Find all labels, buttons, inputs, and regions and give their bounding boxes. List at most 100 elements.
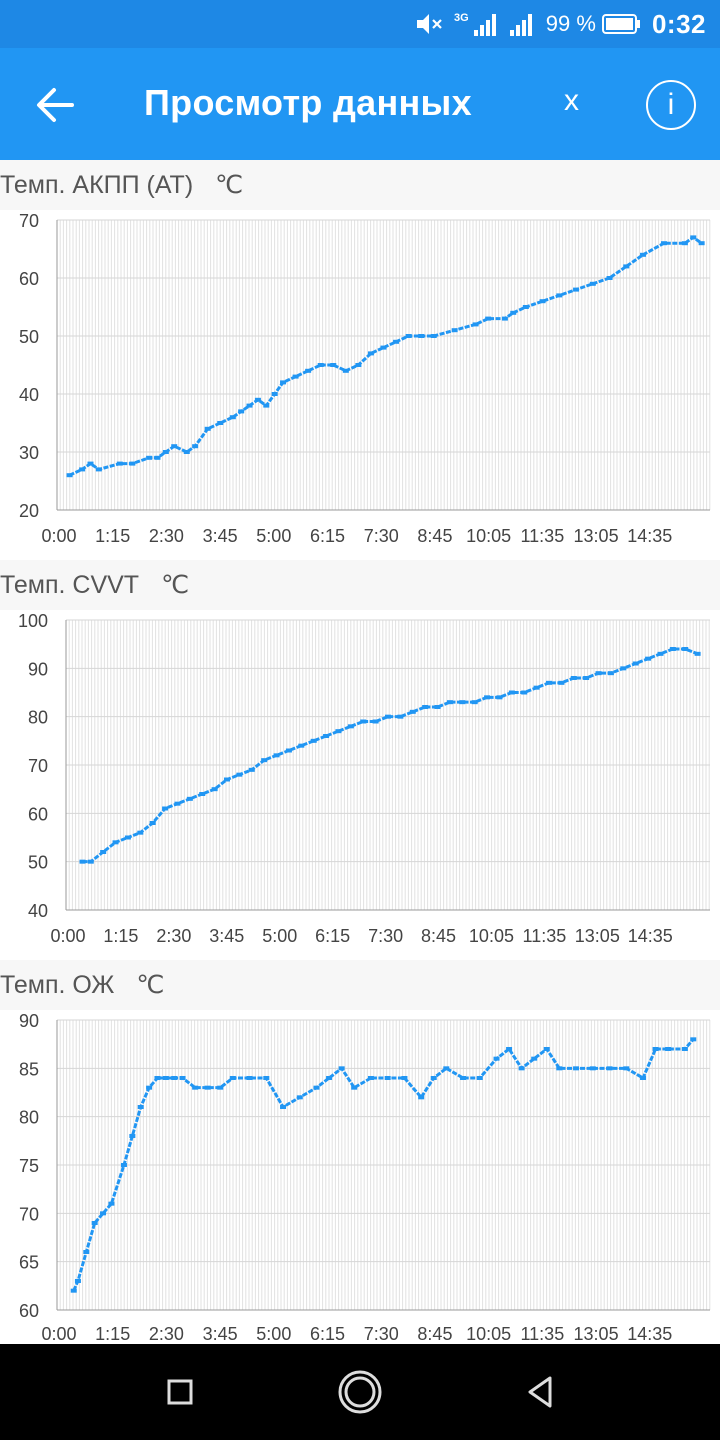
x-tick-label: 14:35 bbox=[627, 1324, 672, 1344]
x-tick-label: 0:00 bbox=[41, 526, 76, 546]
x-tick-label: 14:35 bbox=[627, 526, 672, 546]
data-point bbox=[607, 671, 614, 676]
data-point bbox=[70, 1288, 77, 1293]
x-tick-label: 11:35 bbox=[523, 926, 567, 946]
data-point bbox=[229, 415, 236, 420]
y-tick-label: 50 bbox=[28, 853, 48, 873]
x-tick-label: 2:30 bbox=[156, 926, 191, 946]
data-point bbox=[543, 1047, 550, 1051]
data-point bbox=[217, 1085, 224, 1090]
y-tick-label: 20 bbox=[19, 501, 39, 521]
x-tick-label: 13:05 bbox=[574, 1324, 619, 1344]
data-point bbox=[367, 351, 374, 356]
x-tick-label: 10:05 bbox=[469, 926, 514, 946]
chart-title: Темп. CVVT bbox=[0, 571, 140, 599]
chart-unit: ℃ bbox=[161, 571, 190, 599]
chart-at-temperature: 20 30 40 50 60 70 0:00 1:15 2:30 3:45 5:00 6:15 7:30… bbox=[19, 211, 711, 546]
data-point bbox=[246, 403, 253, 408]
x-tick-label: 7:30 bbox=[368, 926, 403, 946]
data-point bbox=[79, 467, 86, 472]
chart-header-coolant-temp: Темп. ОЖ ℃ bbox=[0, 960, 720, 1010]
data-point bbox=[199, 792, 206, 796]
home-icon[interactable] bbox=[336, 1368, 384, 1416]
data-point bbox=[338, 1066, 345, 1071]
data-point bbox=[583, 676, 590, 680]
data-point bbox=[430, 334, 437, 338]
svg-text:3G: 3G bbox=[454, 12, 469, 24]
data-point bbox=[137, 830, 144, 835]
y-tick-label: 40 bbox=[28, 901, 48, 921]
back-arrow-icon[interactable] bbox=[34, 84, 76, 126]
data-point bbox=[310, 738, 317, 743]
data-point bbox=[430, 1076, 437, 1080]
data-point bbox=[589, 1066, 596, 1071]
data-point bbox=[192, 1085, 199, 1090]
data-point bbox=[263, 1076, 270, 1080]
data-point bbox=[472, 322, 479, 327]
data-point bbox=[501, 316, 508, 321]
recent-apps-icon[interactable] bbox=[156, 1368, 204, 1416]
y-tick-label: 30 bbox=[19, 443, 39, 463]
data-point bbox=[606, 276, 613, 280]
data-point bbox=[192, 444, 199, 449]
data-point bbox=[217, 421, 224, 425]
data-point bbox=[335, 729, 342, 734]
y-tick-label: 70 bbox=[19, 1204, 39, 1224]
y-tick-label: 70 bbox=[19, 211, 39, 231]
data-point bbox=[95, 467, 102, 472]
data-point bbox=[595, 671, 602, 676]
data-point bbox=[459, 700, 466, 705]
data-point bbox=[632, 661, 639, 666]
data-point bbox=[493, 1056, 500, 1061]
info-button[interactable]: i bbox=[646, 80, 696, 130]
data-point bbox=[510, 310, 517, 315]
x-tick-label: 5:00 bbox=[256, 1324, 291, 1344]
y-tick-label: 60 bbox=[28, 804, 48, 824]
data-point bbox=[330, 363, 337, 367]
x-tick-label: 13:05 bbox=[574, 526, 619, 546]
data-point bbox=[292, 374, 299, 379]
y-tick-label: 85 bbox=[19, 1059, 39, 1079]
x-tick-label: 5:00 bbox=[256, 526, 291, 546]
data-point bbox=[248, 767, 255, 772]
data-point bbox=[154, 1076, 161, 1080]
data-point bbox=[496, 695, 503, 700]
data-point bbox=[186, 796, 193, 801]
x-tick-label: 6:15 bbox=[315, 926, 350, 946]
data-point bbox=[305, 368, 312, 373]
data-point bbox=[154, 455, 161, 460]
x-tick-label: 1:15 bbox=[95, 1324, 130, 1344]
x-tick-label: 8:45 bbox=[417, 526, 452, 546]
chart-unit: ℃ bbox=[215, 171, 244, 199]
x-tick-label: 10:05 bbox=[466, 1324, 511, 1344]
x-tick-label: 13:05 bbox=[575, 926, 620, 946]
data-point bbox=[589, 281, 596, 286]
data-point bbox=[162, 806, 169, 811]
data-point bbox=[74, 1279, 81, 1283]
x-tick-label: 10:05 bbox=[466, 526, 511, 546]
data-point bbox=[570, 676, 577, 680]
data-point bbox=[606, 1066, 613, 1071]
x-tick-label: 11:35 bbox=[521, 1324, 565, 1344]
data-point bbox=[485, 316, 492, 321]
y-tick-label: 50 bbox=[19, 327, 39, 347]
close-button[interactable]: x bbox=[564, 84, 579, 117]
data-point bbox=[100, 850, 107, 854]
status-bar: 3G 99 % 0:32 bbox=[0, 0, 720, 48]
data-point bbox=[124, 835, 131, 840]
x-tick-label: 7:30 bbox=[364, 526, 399, 546]
data-point bbox=[204, 426, 211, 431]
data-point bbox=[236, 772, 243, 777]
x-tick-label: 11:35 bbox=[521, 526, 565, 546]
data-point bbox=[116, 461, 123, 466]
y-tick-label: 60 bbox=[19, 1301, 39, 1321]
y-tick-label: 75 bbox=[19, 1156, 39, 1176]
data-point bbox=[380, 345, 387, 350]
y-tick-label: 40 bbox=[19, 385, 39, 405]
chart-unit: ℃ bbox=[136, 971, 165, 999]
data-point bbox=[681, 1047, 688, 1051]
back-nav-icon[interactable] bbox=[516, 1368, 564, 1416]
data-point bbox=[317, 363, 324, 367]
x-tick-label: 5:00 bbox=[262, 926, 297, 946]
data-point bbox=[451, 328, 458, 333]
